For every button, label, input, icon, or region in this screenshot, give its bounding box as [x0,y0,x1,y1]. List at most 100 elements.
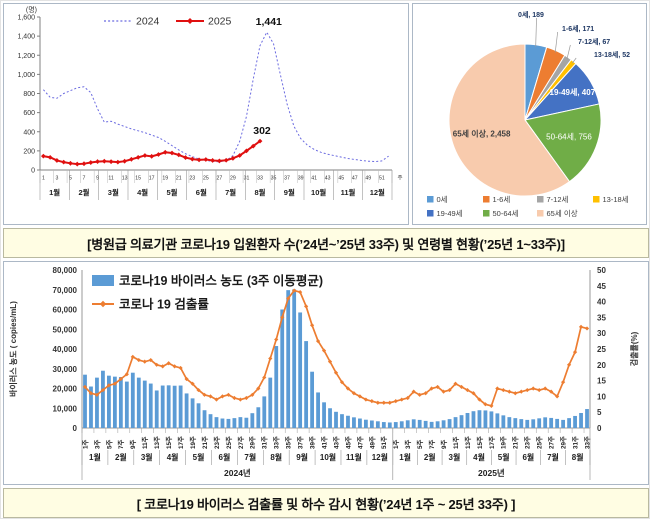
svg-text:11: 11 [108,176,113,182]
svg-text:800: 800 [23,91,35,98]
svg-text:70,000: 70,000 [53,286,78,295]
svg-text:65세 이상, 2,458: 65세 이상, 2,458 [453,129,511,139]
svg-text:13주: 13주 [153,436,161,449]
svg-text:3월: 3월 [108,187,119,197]
svg-text:20,000: 20,000 [53,385,78,394]
svg-text:25: 25 [203,176,209,182]
svg-text:0세: 0세 [437,195,448,204]
svg-text:25주: 25주 [225,436,233,449]
svg-text:51: 51 [379,176,385,182]
svg-text:31: 31 [244,176,250,182]
svg-text:49: 49 [365,176,371,182]
svg-text:0: 0 [31,168,35,175]
svg-text:5월: 5월 [193,452,205,462]
svg-text:10,000: 10,000 [53,404,78,413]
svg-text:1월: 1월 [399,452,411,462]
svg-text:12월: 12월 [372,452,388,462]
svg-text:코로나19 바이러스 농도 (3주 이동평균): 코로나19 바이러스 농도 (3주 이동평균) [119,273,323,288]
svg-text:9주: 9주 [129,439,137,449]
svg-text:302: 302 [253,125,271,137]
svg-text:10월: 10월 [311,187,326,197]
svg-text:12월: 12월 [370,187,385,197]
svg-text:15주: 15주 [476,436,484,449]
svg-text:19: 19 [162,176,168,182]
svg-text:3주: 3주 [404,439,412,449]
svg-text:11주: 11주 [452,436,460,449]
svg-text:1월: 1월 [49,187,60,197]
svg-text:4월: 4월 [137,187,148,197]
svg-text:23: 23 [189,176,195,182]
svg-text:25: 25 [597,345,606,354]
svg-text:43: 43 [325,176,331,182]
svg-text:45: 45 [338,176,344,182]
svg-text:51주: 51주 [380,436,388,449]
svg-text:7-12세: 7-12세 [547,195,569,204]
svg-text:11주: 11주 [141,436,149,449]
svg-text:9주: 9주 [440,439,448,449]
svg-text:60,000: 60,000 [53,306,78,315]
svg-text:47주: 47주 [356,436,364,449]
svg-text:600: 600 [23,110,35,117]
svg-text:23주: 23주 [213,436,221,449]
svg-text:50: 50 [597,266,606,275]
svg-text:3: 3 [55,176,58,182]
svg-text:13: 13 [122,176,128,182]
svg-text:10월: 10월 [320,452,336,462]
svg-text:검출률(%): 검출률(%) [629,331,639,366]
svg-text:50,000: 50,000 [53,325,78,334]
svg-text:37주: 37주 [297,436,305,449]
top-row: 0 200 400 600 800 1,000 1,200 1,400 1,600 (명) 1 3 5 7… [3,3,647,225]
svg-text:41: 41 [311,176,317,182]
svg-text:1,200: 1,200 [17,53,35,60]
svg-text:23주: 23주 [524,436,532,449]
svg-text:5주: 5주 [105,439,113,449]
svg-text:7월: 7월 [225,187,236,197]
svg-text:1,000: 1,000 [17,72,35,79]
svg-text:19주: 19주 [189,436,197,449]
svg-text:400: 400 [23,129,35,136]
svg-text:45주: 45주 [344,436,352,449]
svg-text:2월: 2월 [78,187,89,197]
svg-text:11월: 11월 [346,452,362,462]
svg-text:33: 33 [257,176,263,182]
svg-text:8월: 8월 [270,452,282,462]
svg-text:13-18세: 13-18세 [603,195,629,204]
svg-text:35: 35 [597,313,606,322]
svg-text:5월: 5월 [498,452,510,462]
svg-text:33주: 33주 [273,436,281,449]
svg-text:3주: 3주 [93,439,101,449]
svg-text:29주: 29주 [249,436,257,449]
svg-text:주: 주 [397,175,402,182]
svg-text:2월: 2월 [424,452,436,462]
wastewater-combo-chart: 0 10,000 20,000 30,000 40,000 50,000 60,000 70,… [8,266,639,480]
svg-text:17주: 17주 [177,436,185,449]
svg-text:31주: 31주 [261,436,269,449]
svg-text:0: 0 [597,424,602,433]
top-caption: [병원급 의료기관 코로나19 입원환자 수(’24년~’25년 33주) 및 … [3,228,649,258]
svg-text:29: 29 [230,176,236,182]
svg-text:2025: 2025 [208,16,232,28]
age-pie-panel: 0세, 189 1-6세, 171 7-12세, 67 13-18세, 52 19-49… [412,3,647,225]
svg-text:5: 5 [69,176,72,182]
svg-text:1월: 1월 [89,452,101,462]
svg-text:30,000: 30,000 [53,365,78,374]
svg-text:29주: 29주 [560,436,568,449]
svg-text:33주: 33주 [583,436,591,449]
svg-text:21주: 21주 [201,436,209,449]
svg-text:2024년: 2024년 [224,468,251,478]
svg-text:3월: 3월 [141,452,153,462]
svg-text:10: 10 [597,392,606,401]
svg-text:3월: 3월 [449,452,461,462]
svg-text:20: 20 [597,361,606,370]
svg-text:43주: 43주 [332,436,340,449]
svg-text:4월: 4월 [167,452,179,462]
svg-text:6월: 6월 [219,452,231,462]
svg-text:19-49세: 19-49세 [437,209,463,218]
svg-text:(명): (명) [26,5,37,14]
svg-text:7: 7 [83,176,86,182]
svg-text:1주: 1주 [81,439,89,449]
svg-text:바이러스 농도 ( copies/mL): 바이러스 농도 ( copies/mL) [8,301,18,397]
svg-text:1: 1 [42,176,45,182]
